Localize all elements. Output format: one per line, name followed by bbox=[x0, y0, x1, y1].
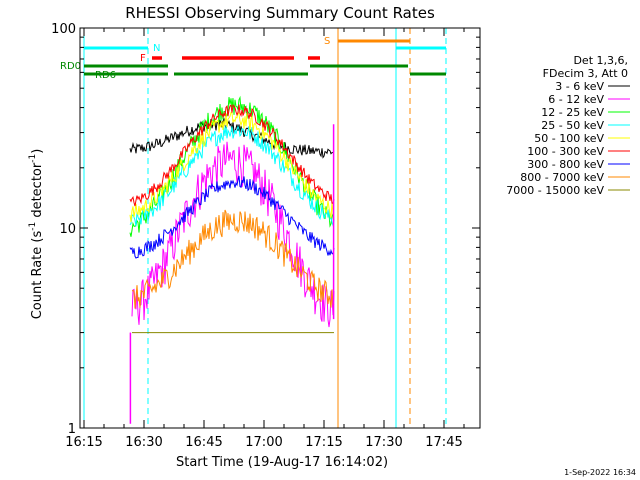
legend-label: 12 - 25 keV bbox=[541, 106, 604, 119]
series-line bbox=[131, 141, 335, 328]
series-line bbox=[129, 103, 335, 207]
legend-label: 3 - 6 keV bbox=[555, 80, 604, 93]
legend-label: 800 - 7000 keV bbox=[520, 171, 604, 184]
x-tick-label: 16:45 bbox=[185, 435, 222, 450]
flag-label: S bbox=[324, 36, 330, 47]
x-axis-label: Start Time (19-Aug-17 16:14:02) bbox=[176, 455, 388, 470]
x-tick-label: 17:30 bbox=[365, 435, 402, 450]
legend-title: Det 1,3,6, bbox=[573, 54, 628, 67]
footer-date: 1-Sep-2022 16:34 bbox=[564, 468, 636, 477]
series-line bbox=[129, 125, 335, 228]
x-tick-label: 16:30 bbox=[125, 435, 162, 450]
y-axis-label: Count Rate (s-1 detector-1) bbox=[28, 149, 45, 320]
legend-label: 6 - 12 keV bbox=[548, 93, 604, 106]
legend-label: 25 - 50 keV bbox=[541, 119, 604, 132]
x-tick-label: 17:00 bbox=[245, 435, 282, 450]
x-tick-label: 17:15 bbox=[305, 435, 342, 450]
chart-title: RHESSI Observing Summary Count Rates bbox=[125, 4, 435, 22]
legend-title: FDecim 3, Att 0 bbox=[543, 67, 628, 80]
y-tick-label: 100 bbox=[51, 22, 76, 37]
legend-label: 300 - 800 keV bbox=[527, 158, 604, 171]
series-line bbox=[131, 209, 335, 309]
flag-label: N bbox=[153, 43, 160, 54]
x-tick-label: 17:45 bbox=[425, 435, 462, 450]
flag-label: RD6 bbox=[95, 70, 116, 81]
axes: 16:15 16:30 16:45 17:00 17:15 17:30 17:45 1 10 10… bbox=[51, 22, 481, 450]
legend-label: 100 - 300 keV bbox=[527, 145, 604, 158]
plot-content: NF S RD0 RD6 bbox=[60, 28, 447, 428]
flag-label: F bbox=[140, 53, 146, 64]
series-line bbox=[129, 109, 335, 223]
series-line bbox=[129, 175, 335, 259]
y-tick-label: 10 bbox=[59, 222, 76, 237]
legend-label: 50 - 100 keV bbox=[534, 132, 604, 145]
y-tick-label: 1 bbox=[68, 422, 76, 437]
legend-label: 7000 - 15000 keV bbox=[506, 184, 604, 197]
flag-label: RD0 bbox=[60, 61, 81, 72]
x-tick-label: 16:15 bbox=[65, 435, 102, 450]
